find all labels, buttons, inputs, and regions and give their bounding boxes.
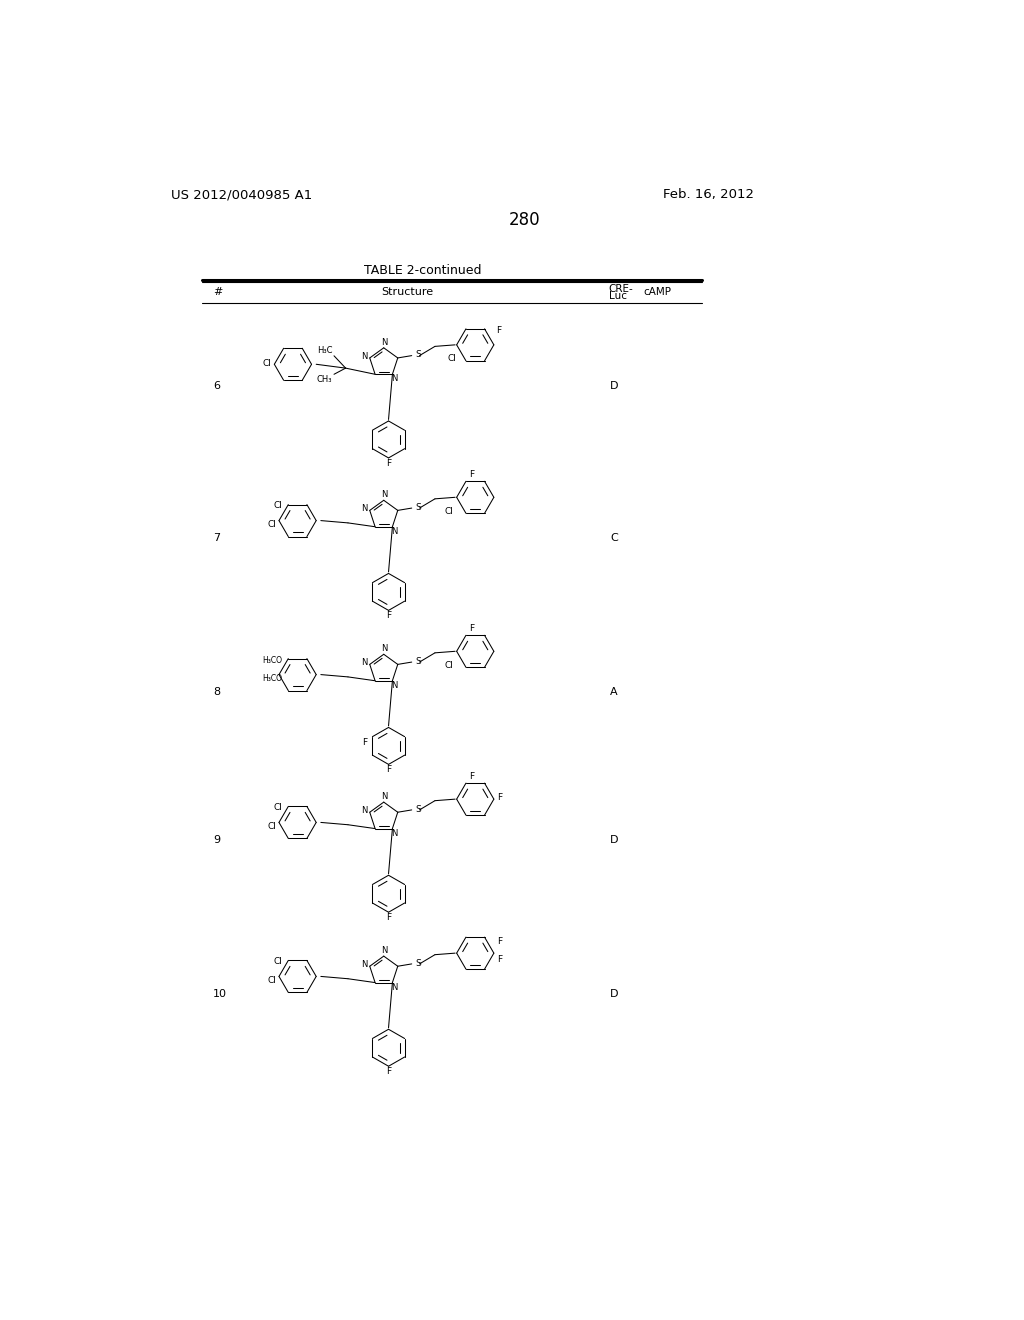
Text: N: N — [381, 338, 388, 347]
Text: F: F — [497, 937, 502, 946]
Text: H₃CO: H₃CO — [262, 656, 282, 665]
Text: Cl: Cl — [267, 520, 275, 529]
Text: 10: 10 — [213, 989, 227, 999]
Text: Cl: Cl — [273, 803, 282, 812]
Text: C: C — [610, 533, 617, 543]
Text: Cl: Cl — [273, 957, 282, 965]
Text: F: F — [497, 326, 502, 335]
Text: Cl: Cl — [444, 660, 454, 669]
Text: CRE-: CRE- — [608, 284, 633, 293]
Text: N: N — [381, 491, 388, 499]
Text: Cl: Cl — [262, 359, 271, 368]
Text: F: F — [361, 738, 367, 747]
Text: Cl: Cl — [267, 822, 275, 830]
Text: 280: 280 — [509, 211, 541, 228]
Text: 9: 9 — [213, 834, 220, 845]
Text: S: S — [416, 805, 421, 813]
Text: N: N — [381, 644, 388, 653]
Text: D: D — [610, 834, 618, 845]
Text: F: F — [469, 470, 474, 479]
Text: N: N — [361, 504, 368, 513]
Text: N: N — [391, 982, 397, 991]
Text: 6: 6 — [213, 380, 220, 391]
Text: 7: 7 — [213, 533, 220, 543]
Text: Cl: Cl — [267, 975, 275, 985]
Text: F: F — [386, 913, 391, 923]
Text: S: S — [416, 657, 421, 665]
Text: N: N — [381, 792, 388, 801]
Text: S: S — [416, 958, 421, 968]
Text: US 2012/0040985 A1: US 2012/0040985 A1 — [171, 187, 312, 201]
Text: N: N — [361, 659, 368, 668]
Text: D: D — [610, 989, 618, 999]
Text: N: N — [361, 807, 368, 816]
Text: N: N — [391, 375, 397, 383]
Text: N: N — [361, 960, 368, 969]
Text: Cl: Cl — [447, 354, 456, 363]
Text: F: F — [386, 766, 391, 775]
Text: cAMP: cAMP — [643, 288, 672, 297]
Text: H₃C: H₃C — [317, 346, 333, 355]
Text: Structure: Structure — [381, 288, 433, 297]
Text: F: F — [386, 459, 391, 467]
Text: CH₃: CH₃ — [317, 375, 333, 384]
Text: F: F — [386, 1067, 391, 1076]
Text: F: F — [386, 611, 391, 620]
Text: Luc: Luc — [608, 292, 627, 301]
Text: Cl: Cl — [273, 500, 282, 510]
Text: F: F — [469, 623, 474, 632]
Text: F: F — [469, 771, 474, 780]
Text: N: N — [361, 352, 368, 360]
Text: #: # — [213, 288, 222, 297]
Text: F: F — [497, 954, 502, 964]
Text: N: N — [381, 946, 388, 956]
Text: S: S — [416, 503, 421, 512]
Text: S: S — [416, 350, 421, 359]
Text: N: N — [391, 527, 397, 536]
Text: 8: 8 — [213, 686, 220, 697]
Text: TABLE 2-continued: TABLE 2-continued — [364, 264, 481, 277]
Text: H₃CO: H₃CO — [262, 675, 282, 682]
Text: F: F — [497, 793, 502, 803]
Text: N: N — [391, 829, 397, 838]
Text: A: A — [610, 686, 617, 697]
Text: N: N — [391, 681, 397, 690]
Text: Cl: Cl — [444, 507, 454, 516]
Text: Feb. 16, 2012: Feb. 16, 2012 — [663, 187, 754, 201]
Text: D: D — [610, 380, 618, 391]
